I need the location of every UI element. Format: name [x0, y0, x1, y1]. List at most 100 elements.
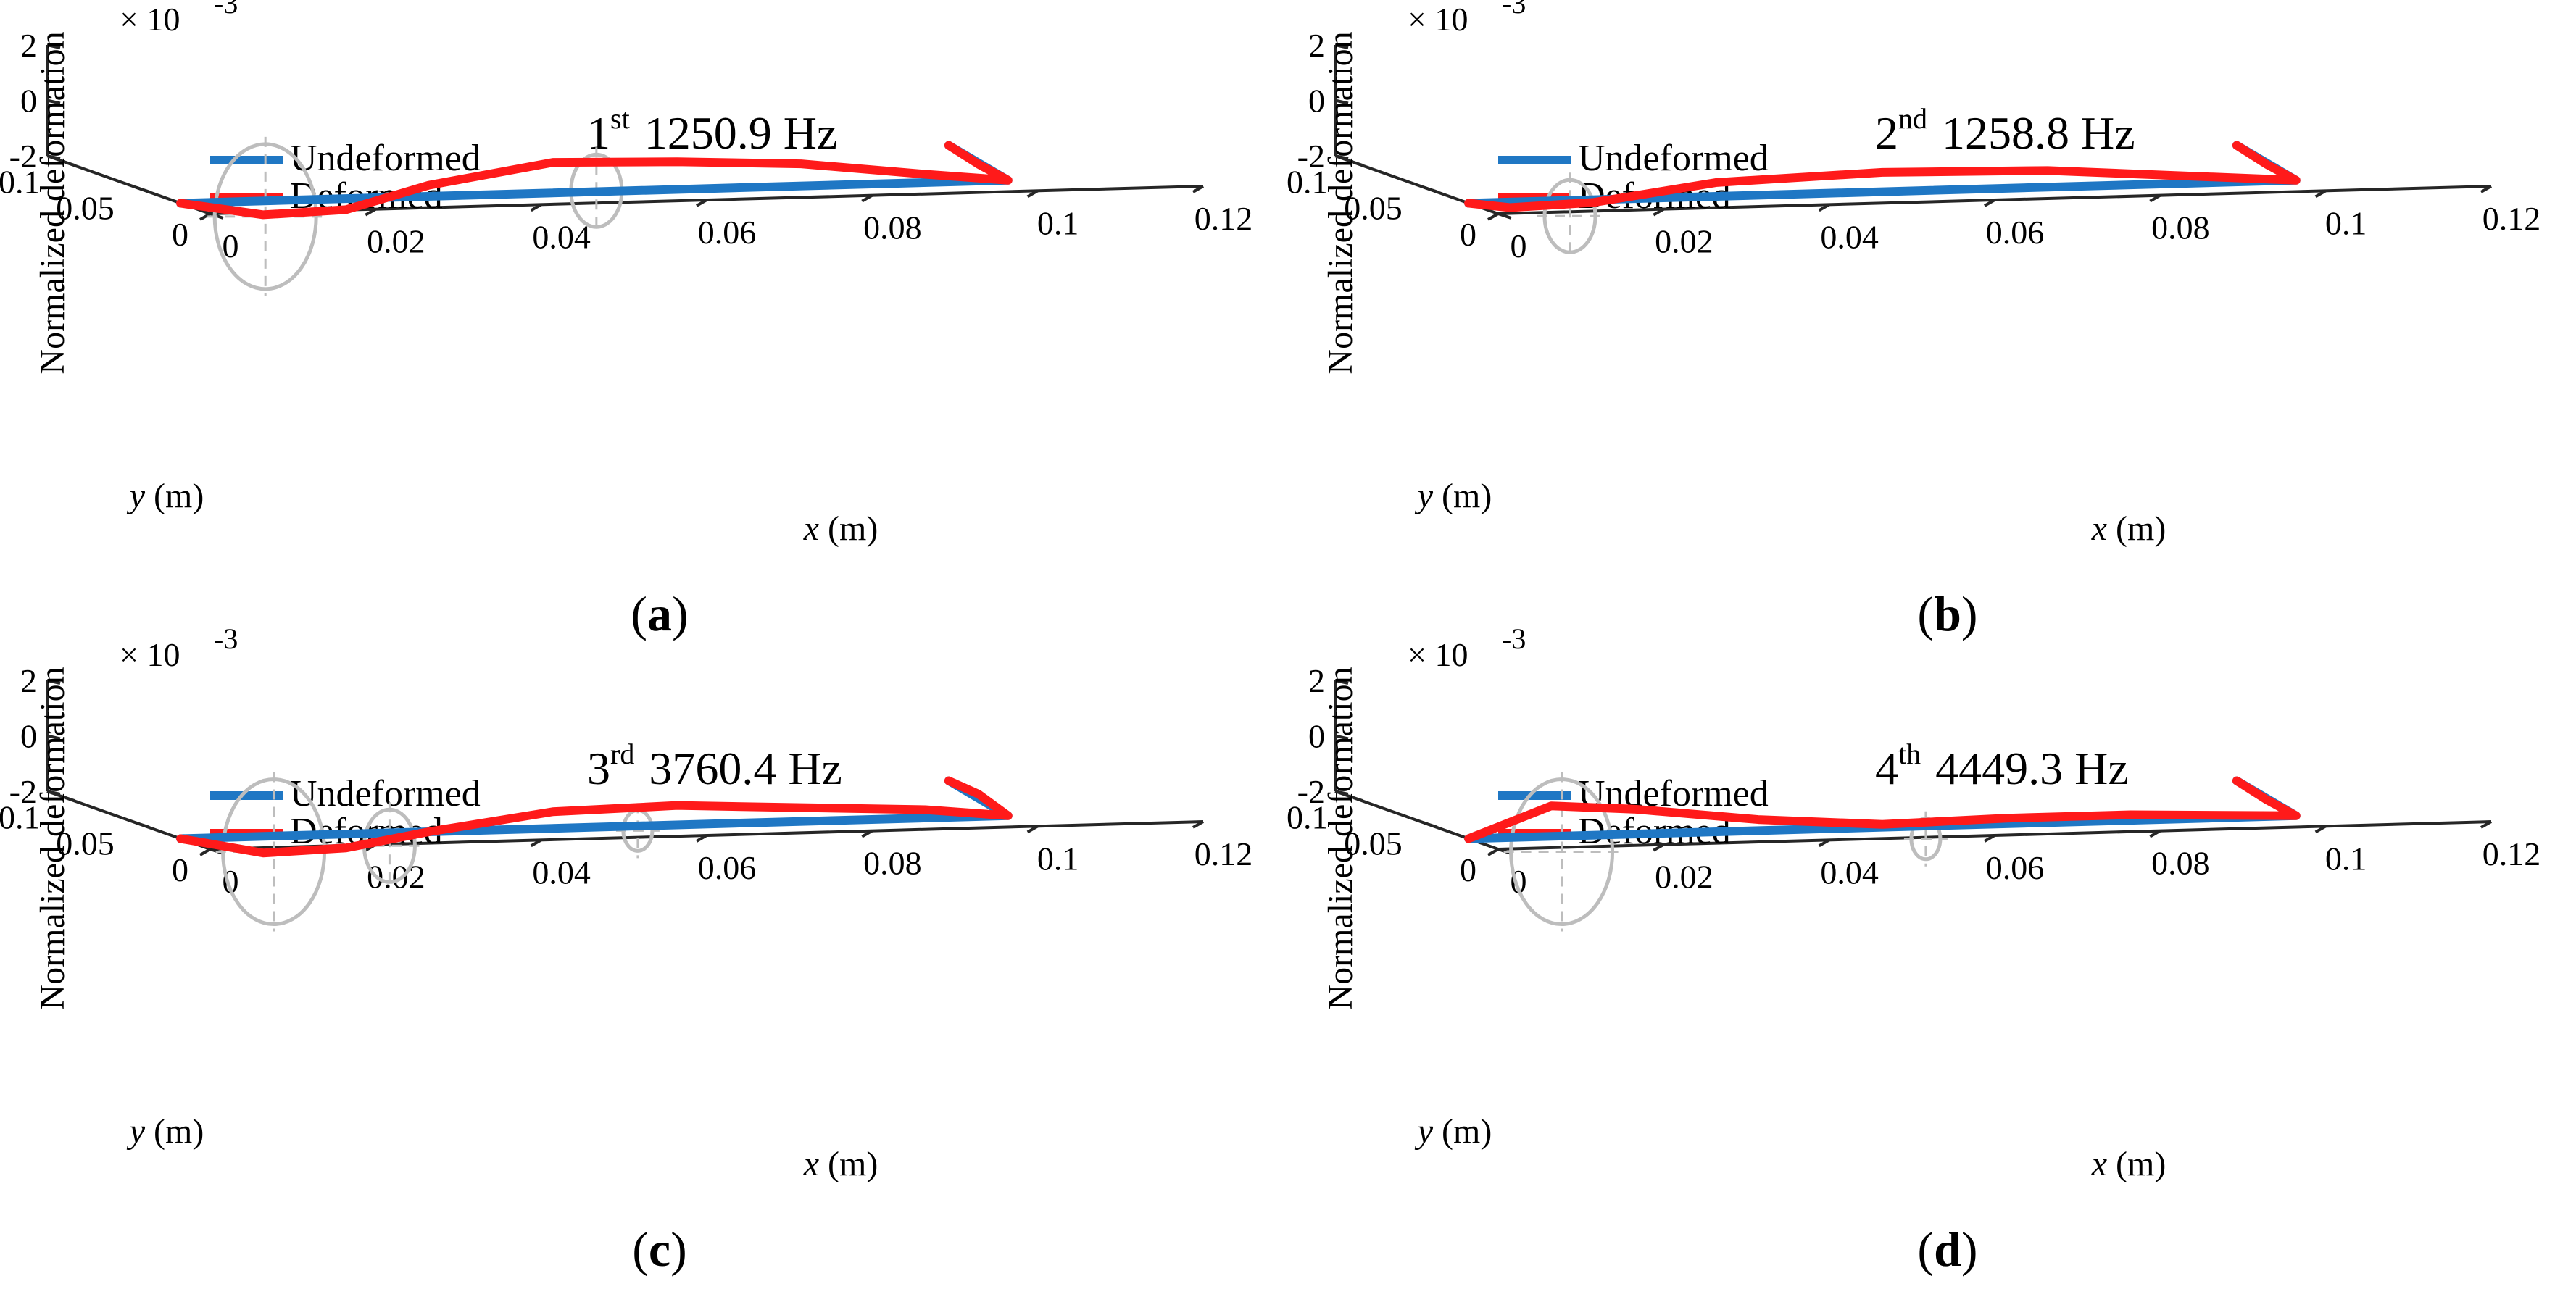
caption-letter: b	[1934, 586, 1961, 641]
y-tick-mark	[61, 159, 76, 167]
z-tick-label: -2	[1297, 773, 1325, 810]
x-tick-label: 0	[1511, 228, 1527, 264]
x-axis-label-var: x	[2091, 509, 2107, 548]
x-tick-label: 0.08	[2151, 209, 2210, 246]
mode-ordinal: 4	[1875, 743, 1898, 794]
subplot-caption: (d)	[1917, 1222, 1977, 1277]
mode-frequency: 1250.9 Hz	[644, 107, 838, 159]
mode-frequency: 1258.8 Hz	[1942, 107, 2135, 159]
z-tick-label: 0	[20, 83, 37, 120]
y-axis-label-var: y	[126, 1112, 146, 1151]
x-tick-label: 0.06	[698, 849, 757, 886]
mode-ordinal: 3	[587, 743, 610, 794]
z-exponent: × 10	[1408, 1, 1468, 38]
z-exponent: × 10	[1408, 636, 1468, 673]
x-tick-mark	[696, 834, 707, 843]
x-tick-label: 0.1	[2325, 204, 2367, 241]
y-axis-label-unit: (m)	[145, 1112, 204, 1151]
y-tick-label: 0.1	[0, 163, 40, 200]
x-tick-mark	[530, 838, 542, 848]
x-axis-label-unit: (m)	[819, 1145, 878, 1183]
z-tick-label: 0	[1308, 718, 1325, 755]
x-tick-mark	[2480, 820, 2492, 829]
y-axis-label: y (m)	[1414, 477, 1492, 515]
y-tick-label: 0.05	[56, 190, 115, 227]
y-axis-label: y (m)	[126, 1112, 204, 1151]
mode-ordinal: 2	[1875, 107, 1898, 159]
z-tick-label: -2	[1297, 138, 1325, 175]
x-tick-mark	[1984, 834, 1995, 843]
y-tick-mark	[1424, 185, 1438, 193]
z-tick-label: 2	[20, 662, 37, 699]
caption-close: )	[672, 586, 689, 641]
z-tick-mark	[46, 734, 61, 741]
x-axis-label: x (m)	[803, 1145, 878, 1183]
x-tick-mark	[2149, 829, 2161, 838]
x-tick-mark	[1653, 207, 1665, 217]
x-tick-label: 0.12	[1194, 200, 1253, 237]
mode-suffix: rd	[610, 738, 634, 770]
y-tick-label: 0.1	[1287, 798, 1329, 835]
caption-close: )	[670, 1222, 687, 1277]
x-tick-mark	[696, 199, 707, 207]
z-tick-mark	[46, 99, 61, 105]
mode-frequency: 4449.3 Hz	[1935, 743, 2129, 794]
z-tick-label: 2	[1308, 27, 1325, 64]
x-tick-label: 0.02	[1655, 223, 1713, 260]
z-tick-mark	[1334, 734, 1349, 741]
x-tick-mark	[2149, 193, 2161, 203]
x-axis-label-unit: (m)	[2107, 1145, 2166, 1183]
y-tick-label: 0.1	[0, 798, 40, 835]
z-exponent-power: -3	[1502, 622, 1526, 655]
x-axis-label-unit: (m)	[819, 509, 878, 548]
z-tick-label: 2	[20, 27, 37, 64]
z-tick-mark	[46, 154, 61, 160]
x-tick-label: 0.12	[2482, 200, 2541, 237]
x-tick-mark	[199, 848, 211, 856]
caption-open: (	[1917, 1222, 1934, 1277]
y-tick-mark	[61, 795, 76, 803]
legend-label-undeformed: Undeformed	[290, 773, 481, 814]
z-tick-mark	[1334, 99, 1349, 105]
x-tick-label: 0.04	[1820, 854, 1879, 890]
caption-open: (	[631, 586, 647, 641]
y-tick-mark	[1497, 212, 1512, 220]
caption-letter: a	[647, 586, 672, 641]
mode-ordinal: 1	[587, 107, 610, 159]
x-tick-mark	[2314, 189, 2327, 199]
mode-title: 1st 1250.9 Hz	[587, 102, 837, 159]
caption-close: )	[1961, 586, 1978, 641]
x-tick-label: 0.04	[1820, 218, 1879, 255]
z-exponent-power: -3	[214, 622, 238, 655]
x-tick-mark	[1818, 838, 1830, 848]
y-tick-mark	[136, 185, 150, 193]
y-axis-label-var: y	[1414, 1112, 1434, 1151]
z-tick-mark	[1334, 679, 1349, 685]
z-tick-mark	[1334, 43, 1349, 49]
mode-suffix: st	[610, 102, 630, 135]
z-tick-mark	[1334, 790, 1349, 796]
legend-label-undeformed: Undeformed	[1578, 138, 1769, 179]
z-exponent-power: -3	[214, 0, 238, 20]
z-tick-mark	[46, 43, 61, 49]
x-tick-label: 0.04	[532, 218, 591, 255]
z-axis-label: Normalized deformation	[1321, 667, 1360, 1009]
series-deformed	[176, 776, 1013, 858]
x-tick-mark	[1653, 843, 1665, 852]
z-tick-label: -2	[9, 138, 37, 175]
mode-frequency: 3760.4 Hz	[649, 743, 842, 794]
caption-close: )	[1961, 1222, 1978, 1277]
y-axis-label: y (m)	[1414, 1112, 1492, 1151]
y-tick-mark	[1349, 159, 1364, 167]
x-tick-label: 0.08	[2151, 845, 2210, 882]
x-axis-label-var: x	[803, 1145, 819, 1183]
mode-title: 4th 4449.3 Hz	[1875, 738, 2129, 794]
series-deformed	[176, 141, 1013, 220]
x-tick-label: 0.1	[1037, 204, 1079, 241]
z-tick-mark	[46, 679, 61, 685]
subplot-caption: (c)	[632, 1222, 687, 1277]
caption-letter: d	[1934, 1222, 1961, 1277]
x-tick-mark	[861, 829, 873, 838]
